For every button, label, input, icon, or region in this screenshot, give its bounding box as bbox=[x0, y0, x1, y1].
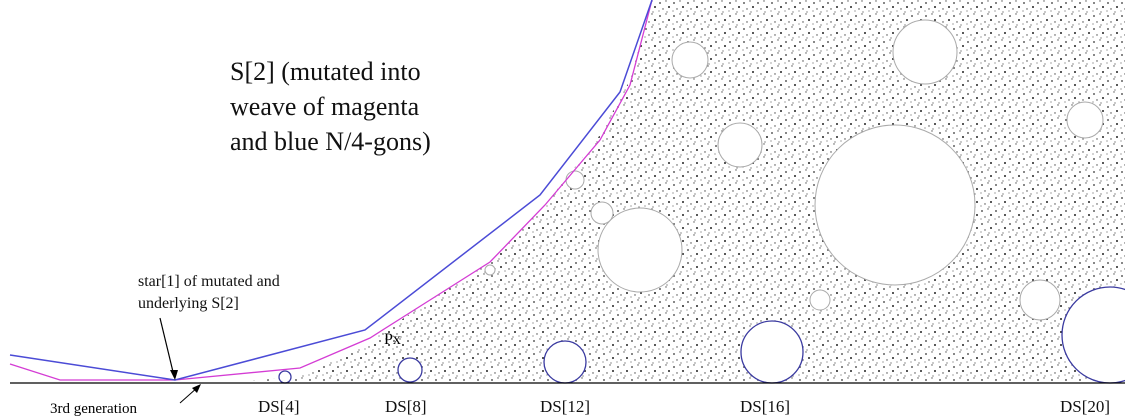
figure: S[2] (mutated into weave of magenta and … bbox=[0, 0, 1125, 419]
disc-label: DS[8] bbox=[385, 397, 427, 416]
disc-label: DS[4] bbox=[258, 397, 300, 416]
star-arrow bbox=[160, 318, 174, 376]
drawing bbox=[10, 0, 1125, 403]
star-label-line: star[1] of mutated and bbox=[138, 273, 280, 290]
star-label-line: underlying S[2] bbox=[138, 295, 239, 312]
star-arrowhead bbox=[170, 370, 178, 380]
s2-label-line: weave of magenta bbox=[230, 92, 420, 121]
disc-label: DS[12] bbox=[540, 397, 590, 416]
s2-label-line: and blue N/4-gons) bbox=[230, 127, 431, 156]
disc-label: DS[20] bbox=[1060, 397, 1110, 416]
disc-labels: DS[4] DS[8] DS[12] DS[16] DS[20] bbox=[258, 397, 1110, 416]
s2-label-line: S[2] (mutated into bbox=[230, 57, 421, 86]
s2-label: S[2] (mutated into weave of magenta and … bbox=[230, 57, 431, 156]
generation-label: 3rd generation bbox=[50, 401, 138, 417]
px-label: Px bbox=[384, 331, 401, 348]
disc-label: DS[16] bbox=[740, 397, 790, 416]
star-label: star[1] of mutated and underlying S[2] bbox=[138, 273, 280, 312]
